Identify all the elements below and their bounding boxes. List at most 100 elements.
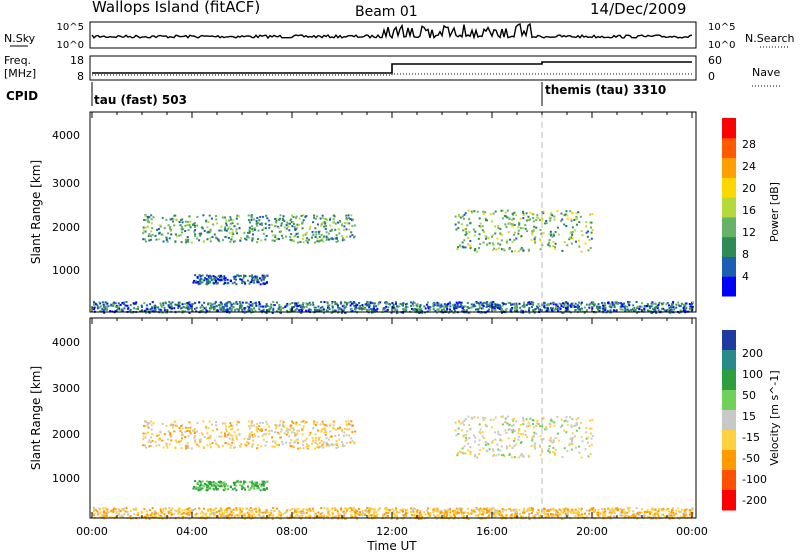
- velocity-cell: [343, 431, 346, 434]
- velocity-cell: [181, 513, 184, 515]
- velocity-cell: [202, 420, 205, 423]
- power-cell: [569, 210, 572, 213]
- velocity-cell: [308, 434, 311, 436]
- velocity-cell: [238, 507, 241, 509]
- velocity-cell: [158, 514, 161, 517]
- velocity-cell: [226, 511, 228, 514]
- power-cell: [665, 303, 668, 306]
- velocity-cell: [272, 515, 275, 518]
- velocity-cell: [201, 433, 204, 436]
- velocity-cell: [443, 513, 446, 516]
- velocity-cell: [247, 425, 250, 428]
- power-cell: [466, 224, 469, 227]
- velocity-cell: [306, 443, 308, 446]
- power-cell: [443, 307, 446, 310]
- velocity-cell: [358, 511, 361, 514]
- power-cell: [476, 210, 479, 213]
- velocity-cell: [131, 517, 134, 520]
- power-cell: [354, 224, 357, 227]
- velocity-cell: [539, 454, 542, 457]
- velocity-colorbar-swatch: [722, 430, 736, 451]
- velocity-cell: [169, 432, 172, 435]
- power-cell: [271, 239, 274, 242]
- velocity-cell: [129, 510, 132, 513]
- velocity-cell: [174, 439, 177, 442]
- velocity-cell: [100, 511, 103, 514]
- power-cell: [175, 219, 178, 222]
- power-cell: [413, 302, 416, 304]
- velocity-cell: [528, 507, 531, 510]
- velocity-cell: [522, 423, 525, 426]
- velocity-cell: [484, 443, 487, 446]
- velocity-cell: [635, 507, 638, 509]
- velocity-cell: [646, 511, 648, 514]
- velocity-cell: [578, 451, 581, 454]
- velocity-cell: [484, 441, 487, 444]
- velocity-cell: [234, 481, 237, 484]
- power-cell: [519, 217, 522, 220]
- velocity-cell: [524, 430, 527, 433]
- velocity-cell: [479, 449, 482, 451]
- power-cell: [164, 302, 167, 305]
- station-title: Wallops Island (fitACF): [92, 0, 260, 16]
- velocity-cell: [96, 510, 99, 513]
- power-cell: [553, 246, 556, 248]
- power-cell: [449, 305, 452, 308]
- power-cell: [507, 231, 510, 234]
- power-cell: [189, 307, 192, 310]
- velocity-cell: [146, 423, 149, 426]
- power-cell: [341, 223, 343, 226]
- power-cell: [324, 223, 327, 225]
- velocity-cell: [461, 513, 464, 516]
- power-cell: [416, 308, 419, 311]
- power-cell: [242, 307, 245, 310]
- velocity-cell: [262, 514, 265, 517]
- velocity-cell: [586, 441, 589, 444]
- velocity-cell: [261, 516, 264, 519]
- velocity-cell: [549, 439, 552, 442]
- velocity-cell: [220, 484, 223, 487]
- velocity-colorbar-swatch: [722, 350, 736, 371]
- freq-left-tick-top: 18: [70, 54, 84, 67]
- velocity-cell: [467, 415, 470, 418]
- velocity-cell: [216, 428, 219, 431]
- velocity-cell: [436, 507, 439, 510]
- velocity-cell: [537, 423, 540, 425]
- velocity-cell: [237, 516, 240, 518]
- power-cell: [653, 306, 656, 309]
- power-cell: [288, 229, 291, 232]
- velocity-cell: [201, 484, 204, 487]
- power-cell: [528, 312, 531, 314]
- velocity-cell: [354, 508, 357, 511]
- power-cell: [572, 306, 575, 309]
- velocity-cell: [569, 416, 572, 419]
- velocity-cell: [522, 455, 525, 458]
- velocity-cell: [568, 444, 571, 447]
- velocity-cell: [366, 506, 369, 509]
- power-cell: [344, 305, 347, 308]
- power-cell: [184, 238, 187, 241]
- power-cell: [335, 236, 338, 239]
- velocity-cell: [105, 515, 108, 517]
- velocity-cell: [107, 511, 110, 514]
- power-cell: [478, 233, 481, 236]
- power-cell: [479, 243, 482, 245]
- power-cell: [174, 303, 177, 306]
- velocity-cell: [145, 446, 147, 449]
- noise-right-tick-top: 10^5: [708, 22, 735, 33]
- velocity-cell: [212, 512, 215, 515]
- power-cell: [272, 307, 275, 310]
- velocity-cell: [255, 428, 258, 431]
- velocity-cell: [507, 507, 510, 510]
- power-cell: [320, 239, 323, 242]
- power-cell: [484, 211, 487, 214]
- power-cell: [628, 304, 631, 307]
- velocity-cell: [159, 430, 162, 433]
- power-cell: [551, 235, 554, 238]
- velocity-cell: [199, 440, 202, 443]
- power-cell: [432, 305, 435, 307]
- power-cell: [621, 305, 624, 308]
- velocity-cell: [604, 510, 607, 513]
- velocity-cell: [140, 512, 143, 514]
- velocity-cell: [547, 509, 550, 512]
